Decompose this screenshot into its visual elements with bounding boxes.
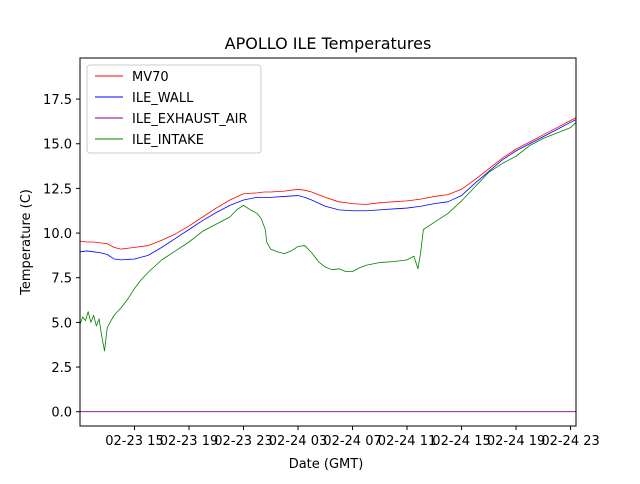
legend-label-ile-exhaust-air: ILE_EXHAUST_AIR <box>132 112 248 127</box>
y-tick-label: 12.5 <box>43 182 72 197</box>
y-axis: 0.0 2.5 5.0 7.5 10.0 12.5 15.0 17.5 <box>43 93 80 421</box>
x-axis-label: Date (GMT) <box>289 457 364 472</box>
x-tick-label: 02-24 07 <box>323 434 381 449</box>
legend-label-ile-intake: ILE_INTAKE <box>132 133 204 148</box>
x-tick-label: 02-24 23 <box>541 434 599 449</box>
y-tick-label: 17.5 <box>43 93 72 108</box>
series-layer <box>79 117 577 413</box>
legend: MV70 ILE_WALL ILE_EXHAUST_AIR ILE_INTAKE <box>86 64 262 154</box>
x-tick-label: 02-24 19 <box>487 434 545 449</box>
y-axis-label: Temperature (C) <box>19 189 34 296</box>
y-tick-label: 10.0 <box>43 227 72 242</box>
chart-title: APOLLO ILE Temperatures <box>225 34 432 53</box>
legend-entries: MV70 ILE_WALL ILE_EXHAUST_AIR ILE_INTAKE <box>95 70 248 148</box>
y-tick-label: 2.5 <box>51 361 72 376</box>
x-tick-label: 02-23 23 <box>214 434 272 449</box>
legend-box <box>86 64 262 154</box>
x-tick-label: 02-24 03 <box>269 434 327 449</box>
series-line-mv70 <box>79 117 577 250</box>
x-tick-label: 02-23 15 <box>105 434 163 449</box>
x-tick-label: 02-24 15 <box>432 434 490 449</box>
series-line-ile-intake <box>79 122 577 352</box>
y-tick-label: 7.5 <box>51 272 72 287</box>
y-tick-label: 0.0 <box>51 406 72 421</box>
legend-label-mv70: MV70 <box>132 70 169 85</box>
x-tick-label: 02-23 19 <box>160 434 218 449</box>
legend-label-ile-wall: ILE_WALL <box>132 91 194 106</box>
plot-border <box>79 57 577 427</box>
y-tick-label: 15.0 <box>43 138 72 153</box>
x-tick-label: 02-24 11 <box>378 434 436 449</box>
series-line-ile-wall <box>79 119 577 261</box>
y-tick-label: 5.0 <box>51 316 72 331</box>
